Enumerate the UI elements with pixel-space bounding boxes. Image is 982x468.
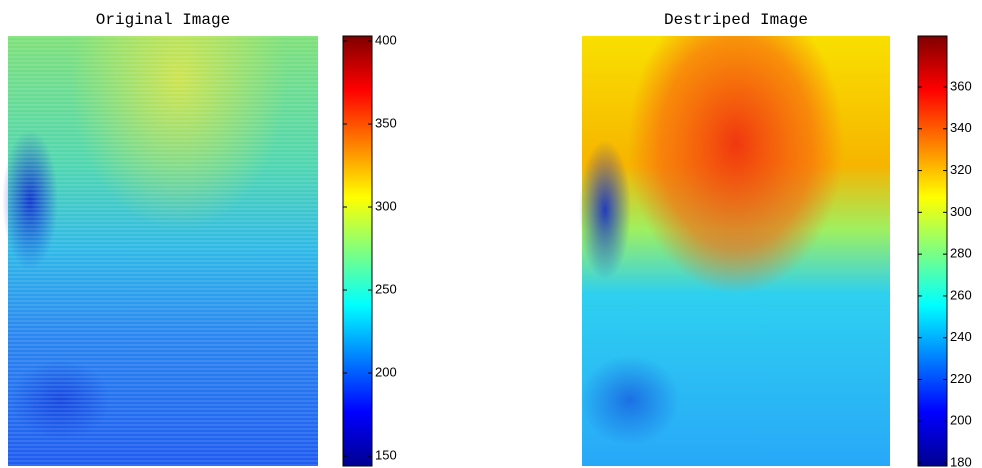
colorbar-tick-label: 180: [950, 455, 972, 468]
colorbar-tick-label: 360: [950, 78, 972, 93]
colorbar-tick-label: 260: [950, 287, 972, 302]
colorbar-tick-label: 300: [375, 198, 397, 213]
colorbar-tick-label: 220: [950, 371, 972, 386]
chart-title: Original Image: [96, 11, 230, 29]
colorbar-tick-label: 250: [375, 281, 397, 296]
colorbar-tick-label: 200: [375, 364, 397, 379]
chart-title: Destriped Image: [664, 11, 808, 29]
image-destriped: [579, 36, 890, 466]
colorbar-tick-label: 300: [950, 204, 972, 219]
image-original: [2, 36, 318, 466]
colorbar-tick-label: 340: [950, 120, 972, 135]
colorbar-tick-label: 200: [950, 413, 972, 428]
colorbar-tick-label: 280: [950, 246, 972, 261]
colorbar-tick-label: 350: [375, 115, 397, 130]
colorbar: [342, 35, 373, 467]
colorbar-tick-label: 150: [375, 447, 397, 462]
colorbar-tick-label: 240: [950, 329, 972, 344]
colorbar: [917, 35, 948, 467]
colorbar-tick-label: 320: [950, 162, 972, 177]
colorbar-tick-label: 400: [375, 32, 397, 47]
